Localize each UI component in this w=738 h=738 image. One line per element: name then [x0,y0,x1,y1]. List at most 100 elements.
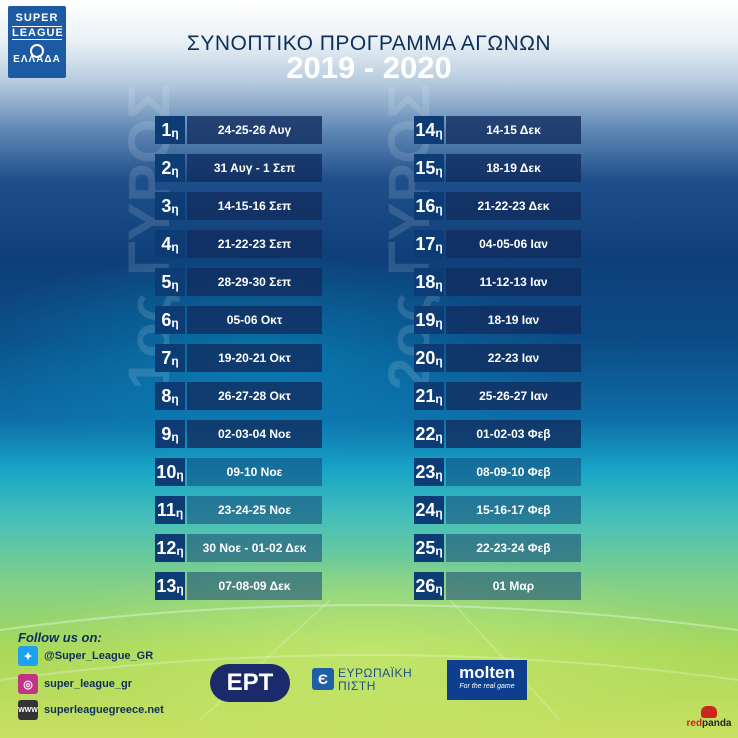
matchday-dates: 21-22-23 Σεπ [187,230,322,258]
matchday-number-suffix: η [171,316,179,330]
matchday-number-suffix: η [171,278,179,292]
matchday-row: 21 η 25-26-27 Ιαν [414,382,581,410]
matchday-row: 5 η 28-29-30 Σεπ [155,268,322,296]
matchday-number-suffix: η [435,164,443,178]
matchday-row: 14 η 14-15 Δεκ [414,116,581,144]
matchday-row: 26 η 01 Μαρ [414,572,581,600]
instagram-icon: ◎ [18,674,38,694]
matchday-number-suffix: η [435,392,443,406]
matchday-number: 26 η [414,572,444,600]
matchday-dates: 23-24-25 Νοε [187,496,322,524]
matchday-number-suffix: η [171,392,179,406]
ball-icon [30,44,44,58]
matchday-number: 25 η [414,534,444,562]
eurobank-logo: Є ΕΥΡΩΠΑΪΚΗ ΠΙΣΤΗ [312,664,442,704]
matchday-number-value: 15 [415,157,436,178]
matchday-row: 17 η 04-05-06 Ιαν [414,230,581,258]
matchday-number: 12 η [155,534,185,562]
molten-logo: molten For the real game [447,660,527,700]
matchday-number-value: 13 [156,575,177,596]
matchday-number-suffix: η [435,506,443,520]
matchday-dates: 26-27-28 Οκτ [187,382,322,410]
logo-line-1: SUPER [15,12,59,24]
matchday-number-suffix: η [435,278,443,292]
logo-line-2: LEAGUE [12,26,64,40]
follow-us-heading: Follow us on: [18,630,102,645]
matchday-row: 7 η 19-20-21 Οκτ [155,344,322,372]
matchday-number: 20 η [414,344,444,372]
matchday-row: 19 η 18-19 Ιαν [414,306,581,334]
logo-line-3: ΕΛΛΑΔΑ [13,54,61,65]
redpanda-face-icon [701,706,717,718]
twitter-link[interactable]: ✦ @Super_League_GR [18,646,153,666]
matchday-number-value: 20 [415,347,436,368]
matchday-number: 21 η [414,382,444,410]
matchday-number-value: 17 [415,233,436,254]
redpanda-logo: redpanda [684,706,734,736]
matchday-row: 22 η 01-02-03 Φεβ [414,420,581,448]
instagram-link[interactable]: ◎ super_league_gr [18,674,132,694]
matchday-number: 14 η [414,116,444,144]
redpanda-panda: panda [702,718,732,729]
ert-logo: ΕΡΤ [210,664,290,702]
matchday-number-value: 24 [415,499,436,520]
matchday-dates: 08-09-10 Φεβ [446,458,581,486]
matchday-number-suffix: η [175,506,184,520]
www-icon: WWW [18,700,38,720]
matchday-number-value: 21 [415,385,436,406]
matchday-number-suffix: η [435,126,443,140]
molten-wordmark: molten [459,663,515,682]
matchday-dates: 25-26-27 Ιαν [446,382,581,410]
matchday-row: 9 η 02-03-04 Νοε [155,420,322,448]
matchday-number-value: 10 [156,461,177,482]
matchday-number-value: 12 [156,537,177,558]
matchday-dates: 01-02-03 Φεβ [446,420,581,448]
matchday-row: 4 η 21-22-23 Σεπ [155,230,322,258]
matchday-row: 11 η 23-24-25 Νοε [155,496,322,524]
matchday-dates: 30 Νοε - 01-02 Δεκ [187,534,322,562]
matchday-number-suffix: η [435,240,443,254]
matchday-number-value: 3 [161,195,172,216]
matchday-number: 24 η [414,496,444,524]
matchday-number-value: 19 [415,309,436,330]
matchday-number-value: 2 [161,157,172,178]
matchday-number-suffix: η [176,544,184,558]
eurobank-line-2: ΠΙΣΤΗ [338,679,376,693]
website-link[interactable]: WWW superleaguegreece.net [18,700,164,720]
matchday-dates: 04-05-06 Ιαν [446,230,581,258]
page-subtitle: ΣΥΝΟΠΤΙΚΟ ΠΡΟΓΡΑΜΜΑ ΑΓΩΝΩΝ [186,32,552,55]
matchday-row: 18 η 11-12-13 Ιαν [414,268,581,296]
matchday-dates: 21-22-23 Δεκ [446,192,581,220]
matchday-number-suffix: η [176,582,184,596]
matchday-row: 25 η 22-23-24 Φεβ [414,534,581,562]
twitter-handle: @Super_League_GR [44,650,154,662]
matchday-dates: 01 Μαρ [446,572,581,600]
matchday-number-suffix: η [435,430,443,444]
matchday-dates: 14-15 Δεκ [446,116,581,144]
matchday-dates: 02-03-04 Νοε [187,420,322,448]
matchday-number-suffix: η [171,202,179,216]
matchday-number: 19 η [414,306,444,334]
matchday-dates: 24-25-26 Αυγ [187,116,322,144]
matchday-dates: 22-23-24 Φεβ [446,534,581,562]
matchday-dates: 18-19 Δεκ [446,154,581,182]
matchday-dates: 18-19 Ιαν [446,306,581,334]
matchday-number-suffix: η [435,544,443,558]
matchday-number-value: 11 [156,499,176,520]
matchday-dates: 07-08-09 Δεκ [187,572,322,600]
matchday-row: 15 η 18-19 Δεκ [414,154,581,182]
matchday-number-value: 5 [161,271,172,292]
matchday-row: 8 η 26-27-28 Οκτ [155,382,322,410]
matchday-dates: 14-15-16 Σεπ [187,192,322,220]
matchday-row: 3 η 14-15-16 Σεπ [155,192,322,220]
redpanda-red: red [686,718,703,729]
matchday-number-value: 16 [415,195,436,216]
matchday-number-value: 23 [415,461,436,482]
matchday-row: 2 η 31 Αυγ - 1 Σεπ [155,154,322,182]
matchday-dates: 31 Αυγ - 1 Σεπ [187,154,322,182]
